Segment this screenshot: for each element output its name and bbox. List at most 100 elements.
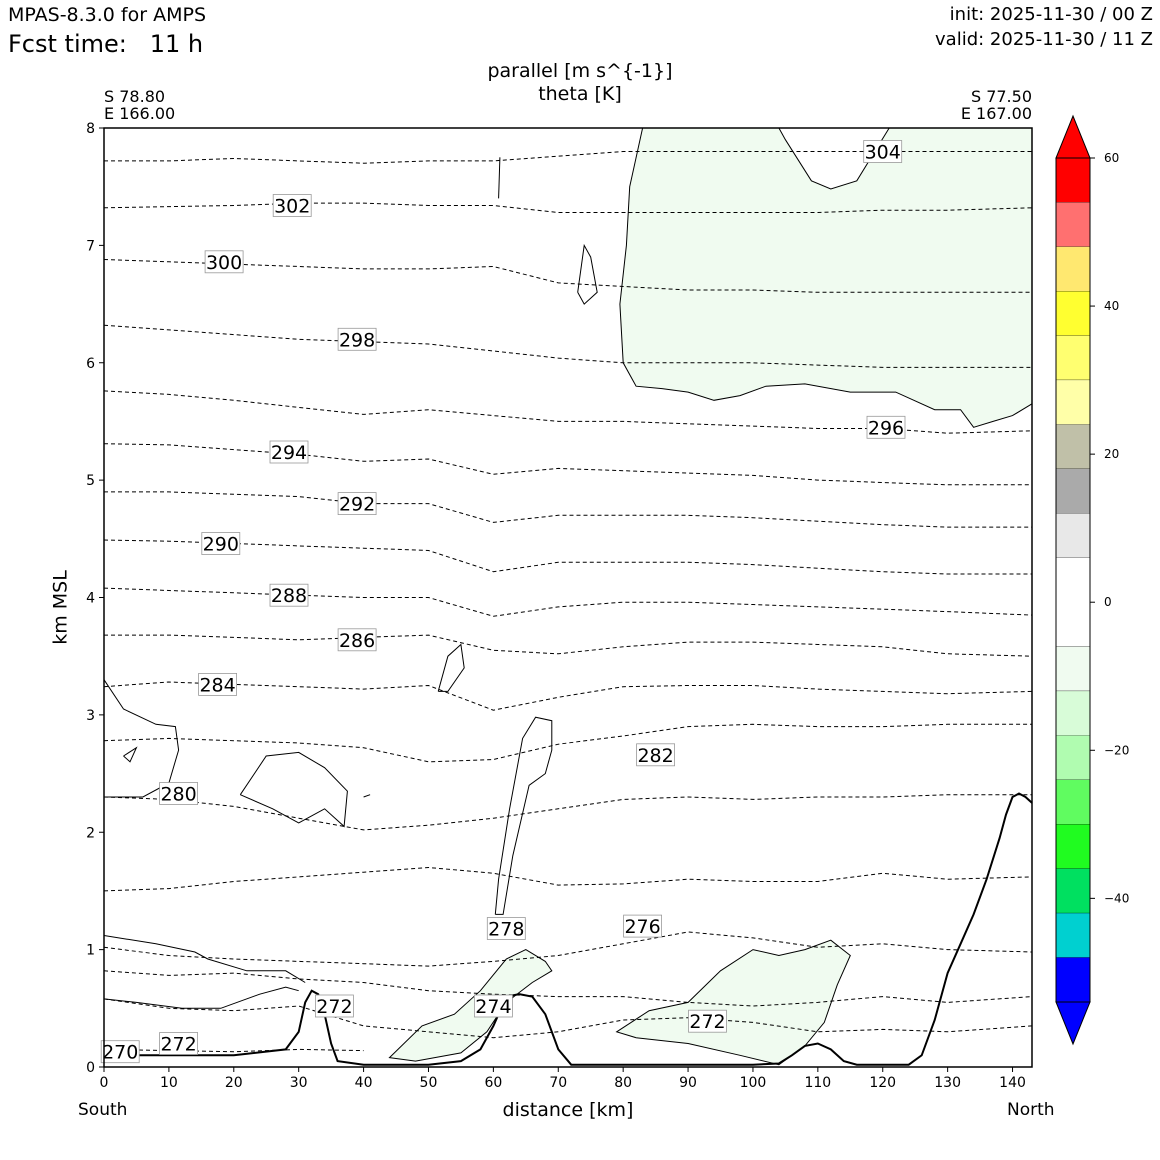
forecast-time-label: Fcst time:	[8, 30, 127, 58]
contour-label: 272	[689, 1011, 725, 1033]
x-tick-label: 10	[160, 1075, 178, 1091]
colorbar-segment	[1056, 424, 1090, 469]
contour-label: 272	[316, 996, 352, 1018]
contour-label: 270	[102, 1042, 138, 1064]
contour-label: 286	[339, 630, 375, 652]
theta-contour-282	[103, 723, 1032, 763]
colorbar-segment	[1056, 513, 1090, 558]
x-tick-label: 70	[549, 1075, 567, 1091]
contour-label: 300	[206, 252, 242, 274]
valid-time: valid: 2025-11-30 / 11 Z	[935, 29, 1153, 50]
theta-contour-304	[104, 151, 1032, 164]
contour-label-box	[337, 492, 377, 516]
x-tick-label: 100	[740, 1075, 767, 1091]
contour-label: 280	[160, 784, 196, 806]
contour-label: 278	[488, 919, 524, 941]
colorbar-segment	[1056, 646, 1090, 691]
wind-shade-region-2	[615, 939, 851, 1066]
contour-label-box	[623, 914, 662, 938]
x-tick-label: 0	[100, 1075, 109, 1091]
contour-label: 292	[339, 494, 375, 516]
colorbar-segment	[1056, 291, 1090, 336]
contour-label: 302	[274, 196, 310, 218]
colorbar-tick-label: 0	[1104, 595, 1112, 609]
theta-contour-300	[103, 259, 1032, 293]
x-tick-label: 140	[999, 1075, 1026, 1091]
theta-contour-288	[103, 587, 1033, 617]
contour-label-box	[473, 994, 513, 1018]
wind-contour-line-7	[498, 157, 501, 199]
theta-contour-276	[103, 931, 1033, 967]
wind-shading-layer	[103, 127, 1033, 1066]
theta-contour-290	[103, 539, 1032, 575]
theta-contour-284	[103, 681, 1033, 711]
y-tick-label: 5	[86, 473, 95, 489]
contour-label: 284	[199, 674, 235, 696]
y-tick-label: 6	[86, 356, 95, 372]
x-tick-label: 110	[804, 1075, 831, 1091]
x-tick-label: 40	[355, 1075, 373, 1091]
terrain-line	[104, 792, 1033, 1066]
colorbar-segment	[1056, 380, 1090, 425]
colorbar-segment	[1056, 868, 1090, 914]
contour-label: 296	[868, 417, 904, 439]
south-label: South	[78, 1100, 128, 1120]
contour-label: 276	[624, 916, 660, 938]
contour-label-box	[636, 743, 675, 767]
colorbar-tick-label: 20	[1104, 447, 1119, 461]
theta-contour-292	[104, 491, 1032, 528]
theta-contour-272	[103, 998, 1033, 1039]
y-tick-label: 2	[86, 825, 95, 841]
x-tick-label: 30	[290, 1075, 308, 1091]
contour-label: 274	[475, 996, 511, 1018]
x-tick-label: 120	[869, 1075, 896, 1091]
wind-contour-line-9	[363, 794, 371, 798]
colorbar-extend-max	[1055, 114, 1091, 159]
colorbar-segment	[1056, 557, 1090, 647]
colorbar-segment	[1056, 335, 1090, 381]
terrain-layer	[104, 792, 1033, 1066]
axes-layer: 0 10 20 30 40 50 60 70 80 90 100 110 120 130 140 0 1 2 3 4 5…	[86, 121, 1033, 1091]
contour-label-box	[159, 1032, 199, 1055]
contour-label-box	[688, 1009, 727, 1033]
wind-contour-line-6	[577, 243, 598, 305]
right-corner-lat: S 77.50	[970, 87, 1032, 106]
y-tick-label: 8	[86, 121, 95, 137]
x-tick-label: 60	[484, 1075, 502, 1091]
colorbar-segment	[1056, 957, 1090, 1002]
wind-contour-line-3	[103, 986, 299, 1009]
y-tick-label: 7	[86, 238, 95, 254]
colorbar-segment	[1056, 824, 1090, 869]
y-tick-label: 1	[86, 943, 95, 959]
model-title: MPAS-8.3.0 for AMPS	[8, 4, 207, 26]
theta-contour-270	[103, 1048, 364, 1053]
x-axis-label: distance [km]	[502, 1099, 634, 1121]
y-tick-label: 3	[86, 708, 95, 724]
contour-label-box	[269, 440, 309, 464]
contour-label: 272	[160, 1034, 196, 1056]
colorbar-segment	[1056, 202, 1090, 247]
x-tick-label: 130	[934, 1075, 961, 1091]
colorbar-segment	[1056, 913, 1090, 958]
colorbar: 60 40 20 0 −20 −40	[1055, 114, 1129, 1046]
colorbar-segment	[1056, 779, 1090, 825]
contour-label-box	[269, 583, 309, 607]
theta-contour-286	[104, 634, 1033, 657]
theta-contour-layer	[103, 151, 1033, 1053]
colorbar-frame	[1055, 157, 1091, 1003]
x-tick-label: 50	[420, 1075, 438, 1091]
contour-label-box	[100, 1040, 140, 1064]
contour-label: 288	[271, 585, 307, 607]
colorbar-tick-label: 60	[1104, 151, 1119, 165]
y-tick-label: 4	[86, 591, 95, 607]
colorbar-extend-min	[1055, 1001, 1091, 1046]
contour-label: 294	[271, 442, 307, 464]
north-label: North	[1007, 1100, 1055, 1120]
contour-label-layer: 270 272 272 274 272 278 276 280 282 284 286 288 290 2…	[100, 140, 906, 1064]
contour-label-box	[201, 532, 241, 555]
theta-contour-280	[103, 794, 1032, 831]
plot-subtitle: theta [K]	[538, 83, 622, 105]
contour-label-box	[337, 327, 377, 351]
y-tick-label: 0	[86, 1060, 95, 1076]
